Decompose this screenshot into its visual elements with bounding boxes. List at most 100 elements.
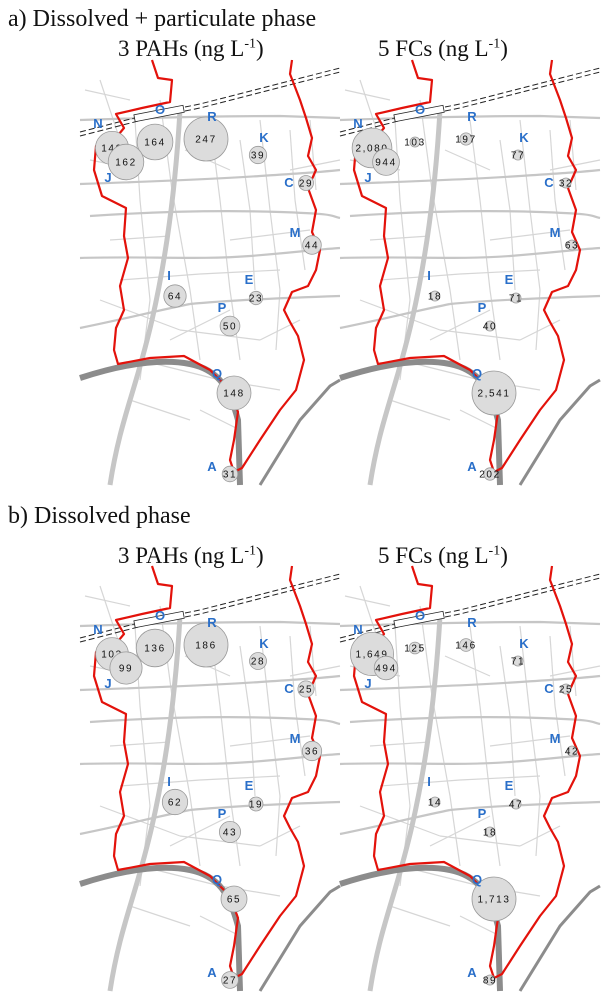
site-bubble-p <box>219 315 241 337</box>
site-label-q: Q <box>472 872 482 887</box>
site-bubble-r <box>183 116 229 162</box>
site-bubble-c <box>560 683 572 695</box>
site-label-i: I <box>167 268 171 283</box>
site-value-j: 944 <box>375 158 397 169</box>
site-bubble-k <box>249 652 267 670</box>
minor-road <box>199 775 281 781</box>
minor-road <box>549 635 556 707</box>
site-label-c: C <box>284 681 294 696</box>
minor-road <box>389 399 451 421</box>
minor-road <box>519 119 531 211</box>
site-value-e: 19 <box>249 800 263 811</box>
trunk-road <box>107 109 183 486</box>
site-bubble-q <box>216 375 252 411</box>
major-road <box>89 210 341 220</box>
minor-road <box>229 229 311 241</box>
panel-a-fc-map-title: 5 FCs (ng L-1) <box>378 36 508 61</box>
site-value-e: 47 <box>509 800 523 811</box>
minor-road <box>189 795 201 867</box>
site-label-j: J <box>104 676 111 691</box>
major-road <box>339 168 601 186</box>
site-bubble-p <box>484 826 496 838</box>
site-bubble-i <box>161 788 189 816</box>
minor-road <box>429 309 491 341</box>
site-bubble-q <box>471 370 517 416</box>
site-label-n: N <box>353 116 362 131</box>
minor-road <box>289 129 296 201</box>
site-label-i: I <box>167 774 171 789</box>
minor-road <box>499 645 511 717</box>
site-value-k: 28 <box>251 657 265 668</box>
site-label-o: O <box>155 102 165 117</box>
station-building <box>393 104 445 123</box>
river-branch <box>258 884 341 992</box>
railway-line <box>339 67 601 133</box>
minor-road <box>259 319 301 341</box>
site-value-j: 162 <box>115 158 137 169</box>
site-label-k: K <box>519 636 529 651</box>
site-label-p: P <box>218 300 227 315</box>
panel-b-pah-map: 103 N 136 O 99 J 186 R 28 K 25 C 36 M 62 I 19 E 43 P 65 Q 27 A <box>79 565 341 992</box>
site-value-e: 71 <box>509 294 523 305</box>
site-value-m: 44 <box>305 241 319 252</box>
railway-line <box>339 573 601 639</box>
minor-road <box>399 199 411 301</box>
site-bubble-c <box>298 175 314 191</box>
major-road <box>79 302 191 330</box>
site-bubble-r <box>459 132 473 146</box>
minor-road <box>99 585 121 647</box>
major-road <box>79 168 341 186</box>
minor-road <box>389 905 451 927</box>
minor-road <box>459 269 541 275</box>
trunk-road <box>107 615 183 992</box>
site-bubble-m <box>301 740 323 762</box>
minor-road <box>259 625 271 717</box>
minor-road <box>129 399 191 421</box>
site-value-q: 2,541 <box>477 389 510 400</box>
site-label-j: J <box>104 170 111 185</box>
railway-line <box>79 577 341 643</box>
site-value-a: 27 <box>223 976 237 987</box>
minor-road <box>444 655 491 677</box>
minor-road <box>219 199 231 291</box>
major-road <box>449 294 601 306</box>
site-bubble-m <box>566 239 578 251</box>
minor-road <box>169 309 231 341</box>
site-value-p: 50 <box>223 322 237 333</box>
minor-road <box>199 409 241 431</box>
site-label-r: R <box>207 615 217 630</box>
minor-road <box>509 209 516 291</box>
site-label-p: P <box>478 300 487 315</box>
station-building <box>133 610 185 629</box>
minor-road <box>529 209 541 291</box>
site-value-k: 71 <box>511 657 525 668</box>
minor-road <box>449 795 461 867</box>
site-label-m: M <box>290 731 301 746</box>
site-bubble-c <box>560 177 572 189</box>
minor-road <box>519 625 531 717</box>
site-value-i: 14 <box>428 798 442 809</box>
major-road <box>79 752 341 766</box>
site-bubble-o <box>408 641 422 655</box>
site-bubble-p <box>484 320 496 332</box>
site-value-o: 164 <box>144 138 166 149</box>
major-road <box>339 302 451 330</box>
site-bubble-a <box>221 465 239 483</box>
minor-road <box>275 289 281 351</box>
minor-road <box>129 905 191 927</box>
site-value-p: 40 <box>483 322 497 333</box>
minor-road <box>529 715 541 797</box>
minor-road <box>199 269 281 275</box>
station-building <box>133 104 185 123</box>
site-label-a: A <box>207 459 217 474</box>
site-bubble-q <box>220 885 248 913</box>
minor-road <box>549 159 601 171</box>
site-label-n: N <box>353 622 362 637</box>
panel-b-fc-map-title: 5 FCs (ng L-1) <box>378 543 508 568</box>
site-label-m: M <box>550 731 561 746</box>
site-value-r: 186 <box>195 641 217 652</box>
site-bubble-p <box>218 820 241 843</box>
site-bubble-j <box>372 148 400 176</box>
minor-road <box>519 319 561 341</box>
minor-road <box>99 79 121 141</box>
